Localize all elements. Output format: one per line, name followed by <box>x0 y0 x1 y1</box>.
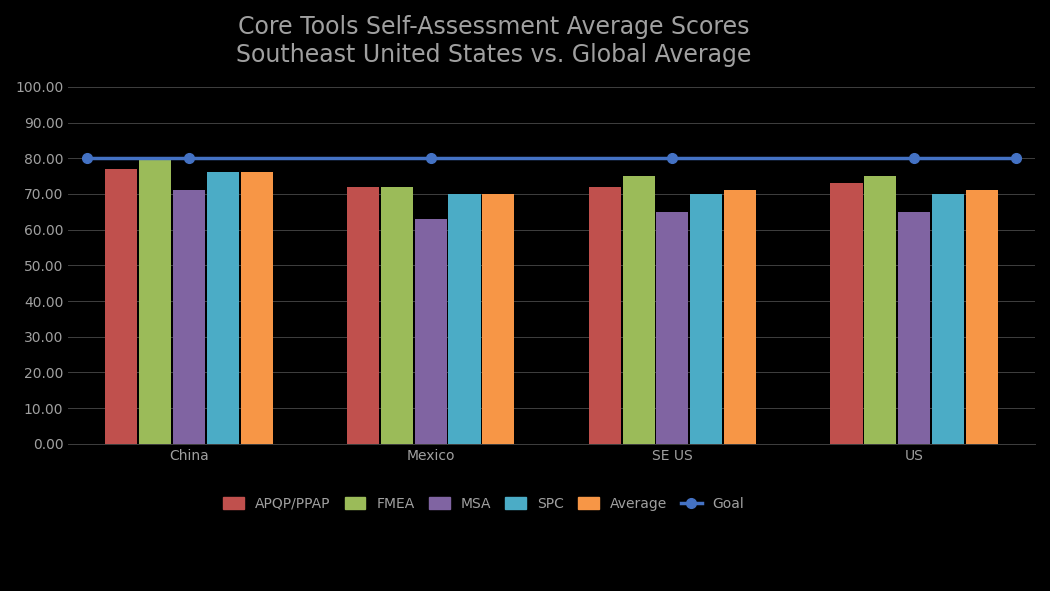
Bar <box>831 183 862 444</box>
Goal <box>908 155 921 162</box>
Bar <box>240 173 273 444</box>
Goal <box>183 155 195 162</box>
Bar <box>623 176 654 444</box>
Bar <box>173 190 205 444</box>
Bar <box>346 187 379 444</box>
Bar <box>415 219 446 444</box>
Line: Goal: Goal <box>83 153 1021 163</box>
Bar <box>690 194 722 444</box>
Goal <box>424 155 437 162</box>
Goal <box>1009 155 1022 162</box>
Bar <box>448 194 481 444</box>
Bar <box>105 169 138 444</box>
Bar <box>656 212 689 444</box>
Bar <box>381 187 413 444</box>
Bar <box>589 187 621 444</box>
Bar <box>966 190 997 444</box>
Goal <box>81 155 93 162</box>
Legend: APQP/PPAP, FMEA, MSA, SPC, Average, Goal: APQP/PPAP, FMEA, MSA, SPC, Average, Goal <box>216 490 752 518</box>
Title: Core Tools Self-Assessment Average Scores
Southeast United States vs. Global Ave: Core Tools Self-Assessment Average Score… <box>236 15 751 67</box>
Bar <box>864 176 897 444</box>
Goal <box>666 155 678 162</box>
Bar <box>724 190 756 444</box>
Bar <box>932 194 964 444</box>
Bar <box>482 194 514 444</box>
Bar <box>898 212 930 444</box>
Bar <box>207 173 239 444</box>
Bar <box>139 158 171 444</box>
